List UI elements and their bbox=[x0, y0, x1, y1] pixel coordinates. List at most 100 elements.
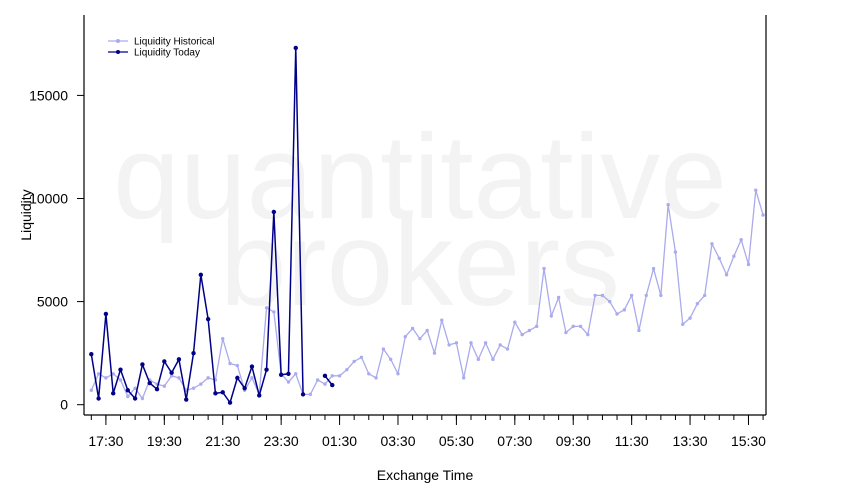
series-point bbox=[754, 188, 758, 192]
series-point bbox=[162, 384, 167, 388]
series-point bbox=[257, 393, 262, 398]
series-point bbox=[564, 330, 568, 335]
series-point bbox=[89, 351, 94, 357]
series-point bbox=[249, 364, 255, 369]
series-point bbox=[651, 266, 656, 271]
series-point bbox=[213, 391, 218, 396]
series-point bbox=[330, 374, 334, 378]
series-point bbox=[286, 380, 291, 384]
series-point bbox=[89, 388, 94, 392]
series-point bbox=[761, 213, 765, 217]
x-tick-label: 03:30 bbox=[380, 433, 415, 449]
plot-frame bbox=[83, 15, 767, 416]
series-point bbox=[235, 363, 240, 368]
series-point bbox=[476, 357, 481, 362]
series-point bbox=[111, 372, 115, 376]
series-point bbox=[724, 273, 729, 277]
series-point bbox=[96, 396, 101, 401]
y-tick-label: 0 bbox=[60, 397, 68, 413]
x-tick-label: 09:30 bbox=[556, 433, 591, 449]
series-point bbox=[103, 311, 109, 317]
series-point bbox=[286, 371, 291, 376]
series-point bbox=[118, 378, 123, 382]
series-point bbox=[571, 324, 575, 329]
series-point bbox=[206, 376, 210, 380]
series-point bbox=[367, 372, 371, 376]
series-point bbox=[359, 355, 364, 359]
series-point bbox=[118, 367, 123, 372]
series-point bbox=[272, 310, 276, 314]
series-point bbox=[278, 372, 284, 377]
series-point bbox=[681, 322, 685, 326]
x-tick-label: 05:30 bbox=[439, 433, 474, 449]
series-point bbox=[520, 332, 524, 337]
series-point bbox=[250, 376, 254, 380]
series-point bbox=[440, 318, 444, 322]
series-1 bbox=[89, 45, 335, 405]
series-point bbox=[637, 328, 641, 333]
series-point bbox=[505, 347, 510, 351]
series-point bbox=[542, 266, 546, 271]
series-point bbox=[345, 367, 349, 372]
watermark-line-1: quantitative bbox=[113, 110, 727, 244]
series-point bbox=[140, 362, 145, 367]
series-point bbox=[556, 295, 561, 300]
series-point bbox=[227, 400, 233, 405]
series-point bbox=[111, 391, 116, 396]
series-point bbox=[425, 328, 429, 333]
series-point bbox=[717, 256, 721, 260]
series-point bbox=[432, 351, 437, 355]
series-point bbox=[388, 357, 393, 362]
series-point bbox=[220, 390, 225, 395]
series-point bbox=[271, 209, 277, 215]
series-point bbox=[125, 388, 131, 393]
series-point bbox=[746, 262, 751, 267]
x-tick-label: 01:30 bbox=[322, 433, 357, 449]
series-point bbox=[462, 376, 466, 380]
series-point bbox=[323, 382, 327, 386]
series-point bbox=[147, 380, 152, 386]
series-point bbox=[184, 397, 189, 402]
series-point bbox=[739, 238, 743, 242]
series-point bbox=[169, 370, 174, 375]
series-point bbox=[732, 254, 736, 258]
x-tick-label: 23:30 bbox=[264, 433, 299, 449]
x-tick-label: 17:30 bbox=[88, 433, 123, 449]
series-point bbox=[454, 341, 459, 345]
y-axis: 0 5000 10000 15000 bbox=[29, 87, 84, 413]
series-point bbox=[710, 242, 714, 246]
series-point bbox=[235, 375, 240, 381]
x-tick-label: 19:30 bbox=[147, 433, 182, 449]
x-tick-label: 13:30 bbox=[673, 433, 708, 449]
series-point bbox=[308, 392, 313, 397]
series-point bbox=[133, 386, 137, 390]
series-point bbox=[242, 385, 247, 391]
series-point bbox=[154, 387, 160, 392]
x-axis: 17:30 19:30 21:30 23:30 01:30 03:30 05:30 07:30… bbox=[88, 415, 766, 449]
series-point bbox=[593, 293, 597, 298]
series-point bbox=[629, 293, 634, 298]
series-point bbox=[337, 374, 342, 378]
series-point bbox=[535, 324, 539, 329]
x-tick-label: 21:30 bbox=[205, 433, 240, 449]
x-axis-title: Exchange Time bbox=[377, 467, 474, 483]
series-point bbox=[198, 272, 204, 277]
series-point bbox=[410, 326, 415, 331]
series-point bbox=[469, 341, 473, 345]
y-axis-title: Liquidity bbox=[18, 189, 34, 240]
series-point bbox=[578, 324, 583, 329]
y-tick-label: 5000 bbox=[37, 294, 68, 310]
series-point bbox=[300, 392, 306, 397]
series-point bbox=[140, 396, 145, 401]
series-point bbox=[191, 350, 196, 356]
series-point bbox=[695, 301, 700, 306]
series-point bbox=[294, 372, 298, 376]
series-point bbox=[513, 320, 517, 324]
series-point bbox=[447, 343, 451, 347]
x-tick-label: 15:30 bbox=[731, 433, 766, 449]
series-point bbox=[418, 337, 422, 341]
series-point bbox=[96, 372, 101, 376]
series-point bbox=[330, 382, 335, 388]
